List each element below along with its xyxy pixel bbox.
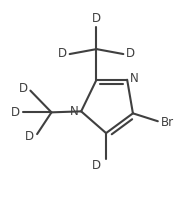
Text: D: D: [58, 47, 67, 60]
Text: D: D: [25, 130, 34, 142]
Text: D: D: [92, 159, 101, 172]
Text: Br: Br: [161, 116, 174, 129]
Text: D: D: [11, 106, 20, 119]
Text: D: D: [19, 82, 29, 95]
Text: N: N: [130, 72, 139, 85]
Text: N: N: [69, 105, 78, 118]
Text: D: D: [92, 12, 101, 25]
Text: D: D: [126, 47, 135, 60]
